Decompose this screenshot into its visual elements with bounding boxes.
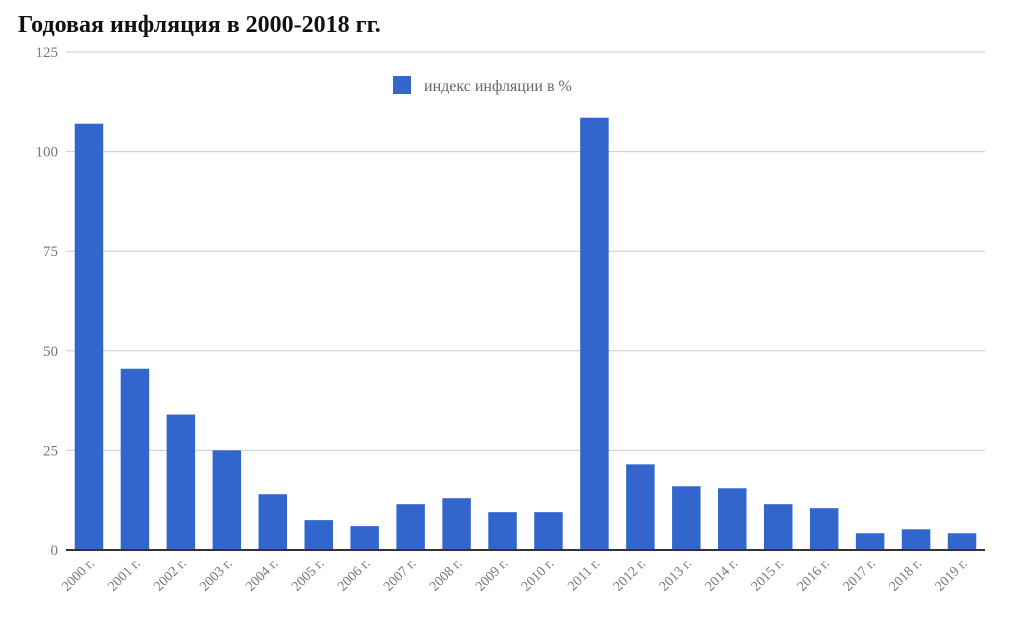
x-tick-label: 2019 г. — [933, 556, 971, 594]
x-tick-label: 2000 г. — [59, 556, 97, 594]
bar — [534, 512, 563, 550]
y-tick-label: 100 — [36, 145, 59, 161]
bar — [947, 533, 977, 550]
bar — [350, 526, 379, 550]
x-tick-label: 2002 г. — [151, 556, 189, 594]
legend: индекс инфляции в % — [393, 76, 572, 95]
x-tick-label: 2005 г. — [289, 556, 327, 594]
bar — [901, 529, 931, 550]
bar — [809, 508, 839, 550]
x-tick-label: 2006 г. — [335, 556, 373, 594]
x-tick-label: 2001 г. — [105, 556, 143, 594]
bar — [166, 414, 196, 550]
bar — [74, 123, 104, 550]
bar — [672, 486, 701, 550]
bar — [855, 533, 885, 550]
legend-label: индекс инфляции в % — [424, 78, 572, 95]
x-tick-label: 2004 г. — [243, 556, 281, 594]
bar — [442, 498, 471, 550]
bar — [626, 464, 655, 550]
bar — [763, 504, 793, 550]
x-tick-label: 2017 г. — [841, 556, 879, 594]
gridlines — [66, 51, 985, 451]
bars — [74, 117, 977, 551]
x-tick-label: 2011 г. — [565, 556, 603, 594]
x-tick-label: 2014 г. — [703, 556, 741, 594]
x-tick-label: 2007 г. — [381, 556, 419, 594]
x-tick-label: 2008 г. — [427, 556, 465, 594]
x-tick-label: 2016 г. — [795, 556, 833, 594]
x-axis-ticks: 2000 г. 2001 г. 2002 г. 2003 г. 2004 г. 2005 … — [59, 556, 970, 594]
x-tick-label: 2010 г. — [519, 556, 557, 594]
y-tick-label: 25 — [43, 443, 58, 459]
bar — [396, 504, 425, 550]
bar — [580, 117, 609, 551]
x-tick-label: 2018 г. — [887, 556, 925, 594]
bar — [304, 520, 333, 550]
x-tick-label: 2015 г. — [749, 556, 787, 594]
bar — [718, 488, 747, 550]
y-tick-label: 0 — [51, 543, 59, 559]
x-tick-label: 2012 г. — [611, 556, 649, 594]
x-tick-label: 2009 г. — [473, 556, 511, 594]
y-tick-label: 75 — [43, 244, 58, 260]
y-axis-ticks: 0 25 50 75 100 125 — [36, 45, 59, 559]
y-tick-label: 50 — [43, 344, 58, 360]
y-tick-label: 125 — [36, 45, 59, 61]
legend-swatch — [393, 76, 411, 94]
bar — [212, 450, 242, 550]
bar — [120, 368, 150, 550]
chart-title: Годовая инфляция в 2000-2018 гг. — [18, 12, 381, 38]
x-tick-label: 2003 г. — [197, 556, 235, 594]
x-tick-label: 2013 г. — [657, 556, 695, 594]
bar — [258, 494, 288, 550]
bar — [488, 512, 517, 550]
